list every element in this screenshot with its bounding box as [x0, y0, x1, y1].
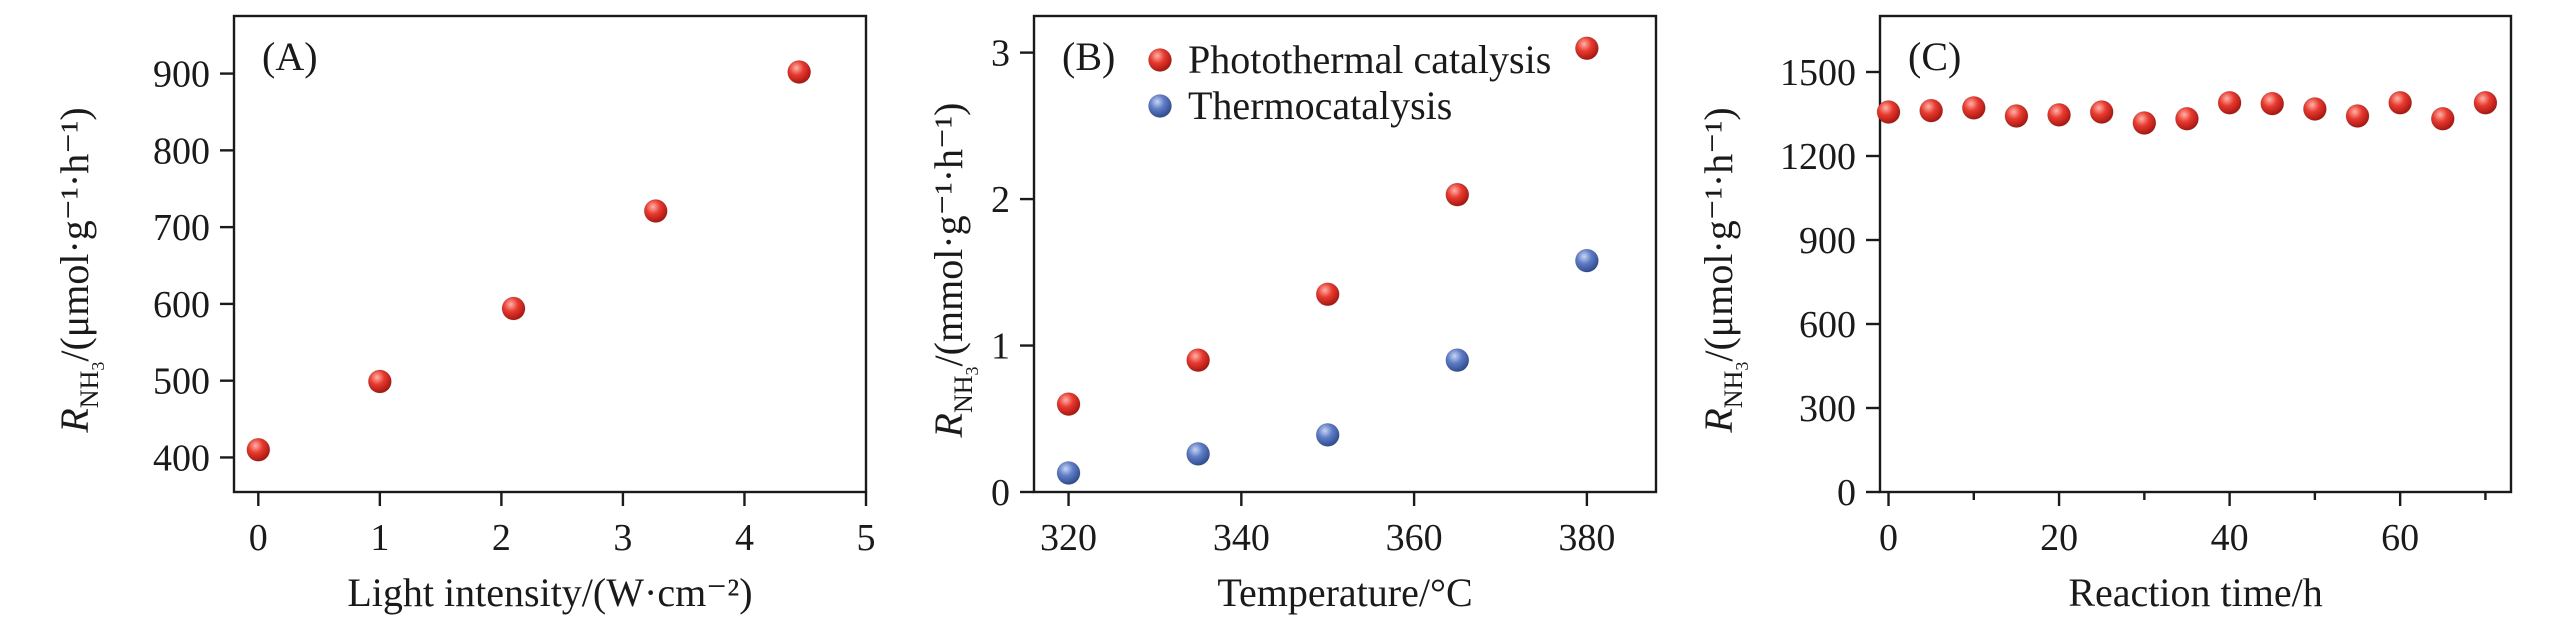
y-axis-title: RNH3/(μmol·g⁻¹·h⁻¹): [1696, 107, 1752, 433]
y-axis-title: RNH3/(μmol·g⁻¹·h⁻¹): [52, 107, 108, 433]
y-axis-symbol: R: [1696, 408, 1741, 433]
y-tick-label: 0: [991, 472, 1010, 514]
y-axis-subscript-number: 3: [88, 362, 108, 371]
x-tick-label: 40: [2211, 517, 2249, 559]
y-tick-label: 900: [1799, 220, 1856, 262]
panel-label: (A): [262, 34, 318, 79]
y-tick-label: 0: [1837, 472, 1856, 514]
data-point-photothermal: [2047, 102, 2071, 127]
data-point-photothermal: [2345, 104, 2370, 128]
y-tick-label: 3: [991, 33, 1010, 75]
data-point-thermo: [1186, 442, 1211, 466]
data-point-photothermal: [2430, 106, 2455, 131]
y-axis-symbol: R: [52, 408, 97, 433]
data-point-photothermal: [367, 369, 392, 394]
plot-frame: [1032, 14, 1658, 494]
data-point-thermo: [1315, 422, 1340, 447]
x-axis-title: Reaction time/h: [2068, 570, 2322, 615]
panel-label: (C): [1908, 34, 1961, 79]
x-axis-title: Light intensity/(W·cm⁻²): [347, 570, 752, 615]
y-tick-label: 300: [1799, 388, 1856, 430]
data-point-thermo: [1056, 461, 1081, 485]
data-point-thermo: [1574, 248, 1599, 273]
y-tick-label: 1500: [1780, 52, 1856, 94]
data-point-photothermal: [2473, 90, 2498, 115]
x-tick-label: 5: [857, 517, 876, 559]
y-tick-label: 400: [153, 437, 210, 479]
x-tick-label: 320: [1040, 517, 1097, 559]
data-point-photothermal: [2004, 104, 2029, 128]
legend-marker-thermo: [1148, 94, 1172, 118]
data-point-photothermal: [501, 296, 526, 321]
data-point-photothermal: [2175, 106, 2199, 131]
y-tick-label: 1: [991, 326, 1010, 368]
data-point-photothermal: [1445, 182, 1470, 207]
chart-panel-2: 320 340 360 3800123Temperature/°CRNH3/(mmol…: [926, 14, 1658, 615]
plot-frame: [232, 14, 868, 494]
y-tick-label: 500: [153, 361, 210, 403]
y-axis-unit: /(μmol·g⁻¹·h⁻¹): [52, 107, 97, 361]
data-point-photothermal: [1876, 100, 1901, 124]
data-point-photothermal: [1186, 348, 1211, 373]
y-tick-label: 900: [153, 54, 210, 96]
data-point-photothermal: [2302, 97, 2327, 121]
x-tick-label: 4: [735, 517, 754, 559]
data-point-photothermal: [246, 437, 271, 462]
data-point-photothermal: [2217, 90, 2242, 115]
data-point-photothermal: [2388, 90, 2413, 115]
x-tick-label: 360: [1386, 517, 1443, 559]
y-tick-label: 600: [153, 284, 210, 326]
x-tick-label: 3: [613, 517, 632, 559]
y-axis-subscript: NH: [1719, 370, 1748, 408]
x-tick-label: 20: [2040, 517, 2078, 559]
data-point-photothermal: [1315, 282, 1340, 307]
y-axis-subscript: NH: [949, 375, 978, 413]
y-tick-label: 1200: [1780, 136, 1856, 178]
x-tick-label: 2: [492, 517, 511, 559]
data-point-photothermal: [2132, 111, 2157, 135]
y-tick-label: 2: [991, 179, 1010, 221]
legend-label: Photothermal catalysis: [1188, 37, 1551, 82]
y-axis-title: RNH3/(mmol·g⁻¹·h⁻¹): [926, 103, 982, 439]
x-tick-label: 380: [1558, 517, 1615, 559]
data-point-photothermal: [787, 60, 812, 84]
y-axis-unit: /(mmol·g⁻¹·h⁻¹): [926, 103, 971, 367]
data-point-photothermal: [643, 199, 668, 223]
y-axis-subscript-number: 3: [962, 366, 982, 375]
x-axis-title: Temperature/°C: [1217, 570, 1472, 615]
data-point-photothermal: [2089, 100, 2114, 124]
y-axis-subscript-number: 3: [1732, 362, 1752, 371]
x-tick-label: 1: [370, 517, 389, 559]
plot-frame: [1878, 14, 2513, 494]
y-tick-label: 800: [153, 130, 210, 172]
data-point-thermo: [1445, 348, 1470, 373]
legend-marker-photothermal: [1148, 48, 1172, 72]
chart-panel-1: 0 1 2 3 4 5 400 500 600 700 800 900 Light intensity/…: [52, 14, 876, 615]
y-axis-unit: /(μmol·g⁻¹·h⁻¹): [1696, 107, 1741, 361]
data-point-photothermal: [2260, 91, 2285, 116]
legend-label: Thermocatalysis: [1188, 83, 1452, 128]
data-point-photothermal: [1919, 98, 1944, 123]
y-axis-symbol: R: [926, 413, 971, 438]
data-point-photothermal: [1574, 36, 1599, 61]
x-tick-label: 0: [1879, 517, 1898, 559]
x-tick-label: 60: [2381, 517, 2419, 559]
x-tick-label: 340: [1213, 517, 1270, 559]
data-point-photothermal: [1961, 95, 1986, 120]
y-axis-subscript: NH: [75, 370, 104, 408]
y-tick-label: 600: [1799, 304, 1856, 346]
data-point-photothermal: [1056, 392, 1081, 417]
y-tick-label: 700: [153, 207, 210, 249]
x-tick-label: 0: [249, 517, 268, 559]
panel-label: (B): [1062, 34, 1115, 79]
